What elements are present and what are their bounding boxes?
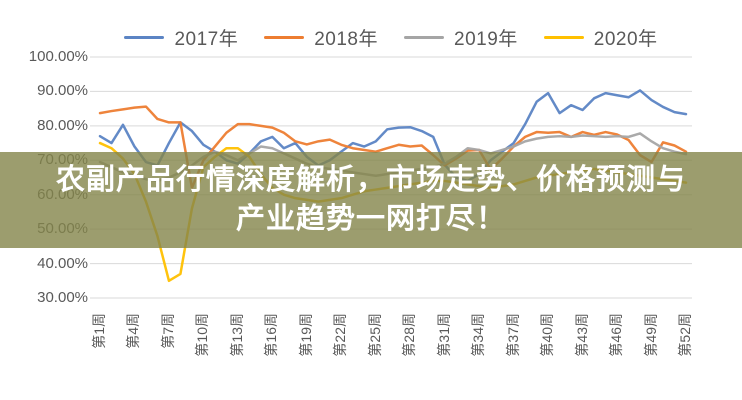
legend-line-swatch (124, 35, 165, 39)
y-axis-tick-label: 100.00% (28, 48, 88, 65)
x-axis-tick-label: 第37周 (504, 313, 521, 357)
legend-item-2019年: 2019年 (404, 24, 518, 51)
x-axis-tick-label: 第1周 (91, 313, 107, 349)
x-axis-tick-label: 第19周 (297, 313, 314, 357)
x-axis-tick-label: 第28周 (401, 313, 418, 357)
x-axis-tick-label: 第49周 (642, 313, 659, 357)
legend-item-2017年: 2017年 (124, 24, 238, 51)
chart-legend: 2017年 2018年 2019年 2020年 (90, 22, 692, 52)
x-axis-tick-label: 第43周 (573, 313, 590, 357)
x-axis-tick-label: 第7周 (159, 313, 176, 349)
banner-text-line2: 产业趋势一网打尽！ (235, 203, 506, 235)
legend-label: 2020年 (593, 28, 658, 50)
x-axis-tick-label: 第16周 (263, 313, 280, 357)
legend-line-swatch (404, 35, 444, 39)
x-axis-tick-label: 第34周 (470, 313, 487, 357)
legend-label: 2019年 (454, 28, 518, 50)
series-line-2017年 (98, 89, 688, 183)
x-axis-tick-label: 第22周 (332, 313, 349, 357)
promo-banner-overlay: 农副产品行情深度解析，市场走势、价格预测与 产业趋势一网打尽！ (0, 152, 742, 248)
x-axis-tick-label: 第10周 (194, 313, 211, 357)
y-axis-tick-label: 80.00% (37, 116, 88, 134)
x-axis-tick-label: 第46周 (608, 313, 625, 357)
legend-label: 2018年 (314, 28, 378, 50)
banner-text-line1: 农副产品行情深度解析，市场走势、价格预测与 (55, 164, 686, 196)
legend-label: 2017年 (174, 28, 239, 50)
x-axis-tick-label: 第4周 (125, 313, 142, 349)
x-axis-tick-label: 第31周 (435, 313, 452, 357)
legend-item-2020年: 2020年 (543, 24, 658, 51)
y-axis-tick-label: 30.00% (37, 289, 88, 306)
y-axis-tick-label: 90.00% (37, 82, 88, 100)
x-axis-tick-label: 第13周 (228, 313, 245, 357)
legend-item-2018年: 2018年 (264, 24, 378, 51)
legend-line-swatch (543, 35, 584, 39)
legend-line-swatch (264, 35, 305, 39)
x-axis-tick-label: 第25周 (366, 313, 383, 357)
x-axis-tick-label: 第52周 (676, 313, 693, 357)
x-axis-tick-label: 第40周 (539, 313, 556, 357)
y-axis-tick-label: 40.00% (37, 254, 88, 272)
